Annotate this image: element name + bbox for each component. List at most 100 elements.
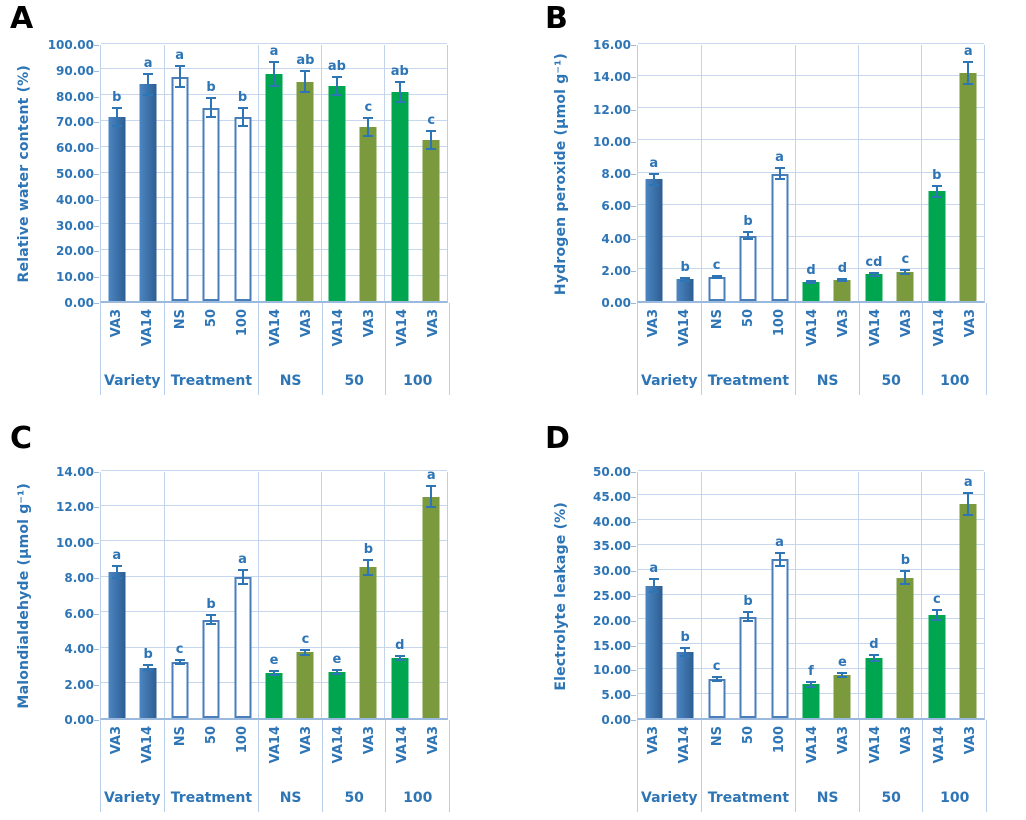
significance-letter: ab <box>296 53 315 69</box>
error-bar-bottom-cap <box>805 281 816 284</box>
error-bar-top-cap <box>774 551 785 554</box>
error-bar-bottom-cap <box>331 93 342 96</box>
bar-50-va14 <box>328 85 346 301</box>
significance-letter: b <box>680 259 690 275</box>
y-tick-label: 5.00 <box>601 688 631 703</box>
gridline <box>638 42 984 44</box>
error-bar <box>652 579 655 593</box>
group-separator-line <box>700 472 702 718</box>
bar-treatment-100 <box>234 116 252 301</box>
significance-letter: e <box>269 653 279 669</box>
error-bar-bottom-cap <box>931 196 942 198</box>
error-bar-bottom-cap <box>300 654 311 657</box>
error-bar-bottom-cap <box>931 619 942 622</box>
x-category-row: NS 50 100 <box>165 303 259 367</box>
bar-50-va14 <box>865 657 883 718</box>
x-group-cell: VA14 VA3 50 <box>321 720 386 812</box>
error-bar-bottom-cap <box>680 279 691 282</box>
group-separator-line <box>321 472 323 718</box>
bar-slot: ab <box>290 45 321 301</box>
gridline <box>101 504 447 506</box>
group-separator-line <box>384 472 386 718</box>
error-bar <box>304 649 307 656</box>
group-separator-line <box>795 472 797 718</box>
gridline <box>101 575 447 577</box>
x-category-label-text: VA14 <box>677 726 693 764</box>
y-tick-label: 30.00 <box>593 564 631 579</box>
y-axis-title: Electrolyte leakage (%) <box>549 472 573 720</box>
bar-slot: a <box>132 45 163 301</box>
bar-slot: b <box>227 45 258 301</box>
bar-slot: a <box>258 45 289 301</box>
bar-treatment-100 <box>771 173 789 301</box>
bar-slot: ab <box>384 45 415 301</box>
bar-50-va3 <box>896 577 914 718</box>
bar-treatment-50 <box>739 235 757 301</box>
x-group-cell: NS 50 100 Treatment <box>700 303 796 395</box>
error-bar <box>335 76 338 95</box>
x-group-cell: VA3 VA14 Variety <box>100 720 164 812</box>
x-category-label-text: VA14 <box>677 309 693 347</box>
significance-letter: b <box>237 89 248 105</box>
error-bar <box>778 167 781 180</box>
error-bar-top-cap <box>268 670 279 673</box>
x-category-label-text: VA14 <box>394 309 410 347</box>
x-category-label: VA3 <box>101 303 132 367</box>
significance-letter: d <box>869 636 879 652</box>
error-bar <box>652 173 655 185</box>
bar-treatment-ns <box>708 678 726 718</box>
error-bar-top-cap <box>331 75 342 78</box>
bar-slots: b a a b b a ab ab c ab c <box>101 45 447 301</box>
y-tick-mark <box>94 720 99 721</box>
error-bar-bottom-cap <box>963 83 974 86</box>
error-bar-bottom-cap <box>363 134 374 137</box>
significance-letter: a <box>649 155 659 171</box>
bar-slot: c <box>164 472 195 718</box>
error-bar-top-cap <box>300 70 311 73</box>
y-tick-label: 8.00 <box>601 167 631 181</box>
y-tick-mark <box>94 96 99 98</box>
y-tick-mark <box>94 199 99 201</box>
x-category-label: VA14 <box>132 720 163 784</box>
x-category-label: VA14 <box>796 720 827 784</box>
x-category-label: VA3 <box>638 303 669 367</box>
x-group-cell: VA14 VA3 100 <box>385 303 450 395</box>
error-bar-top-cap <box>837 278 848 281</box>
bar-slot: c <box>353 45 384 301</box>
y-tick-mark <box>94 122 99 124</box>
error-bar-bottom-cap <box>837 280 848 283</box>
error-bar-bottom-cap <box>805 685 816 688</box>
y-tick-mark <box>631 77 636 79</box>
bar-treatment-50 <box>202 619 220 718</box>
x-category-label: VA14 <box>860 303 891 367</box>
group-separator-line <box>921 45 923 301</box>
error-bar-top-cap <box>206 614 217 617</box>
x-category-label-text: VA14 <box>804 726 820 764</box>
x-group-cell: VA3 VA14 Variety <box>637 720 701 812</box>
x-category-label: 100 <box>764 720 795 784</box>
bar-slot: c <box>921 472 952 718</box>
significance-letter: ab <box>327 58 346 74</box>
error-bar-top-cap <box>963 60 974 63</box>
x-group-label: Variety <box>641 373 698 389</box>
plot-area: a b c b a f e d b c a <box>637 469 985 720</box>
bar-slot: a <box>953 472 984 718</box>
error-bar-bottom-cap <box>743 237 754 240</box>
y-tick-label: 80.00 <box>56 89 94 104</box>
error-bar-top-cap <box>111 564 122 567</box>
significance-letter: b <box>206 597 216 613</box>
error-bar-top-cap <box>394 654 405 657</box>
x-category-label-text: 100 <box>235 309 251 337</box>
significance-letter: c <box>932 592 941 608</box>
bar-100-va14 <box>391 657 409 718</box>
x-category-label-text: VA14 <box>140 726 156 764</box>
error-bar-top-cap <box>680 276 691 279</box>
bar-slot: b <box>353 472 384 718</box>
error-bar <box>367 117 370 136</box>
error-bar-bottom-cap <box>331 672 342 675</box>
x-category-label-text: 100 <box>772 309 788 337</box>
error-bar-bottom-cap <box>111 124 122 127</box>
bar-50-va14 <box>328 671 346 718</box>
x-group-cell: VA14 VA3 NS <box>258 303 322 395</box>
x-category-label-text: 50 <box>203 309 219 328</box>
